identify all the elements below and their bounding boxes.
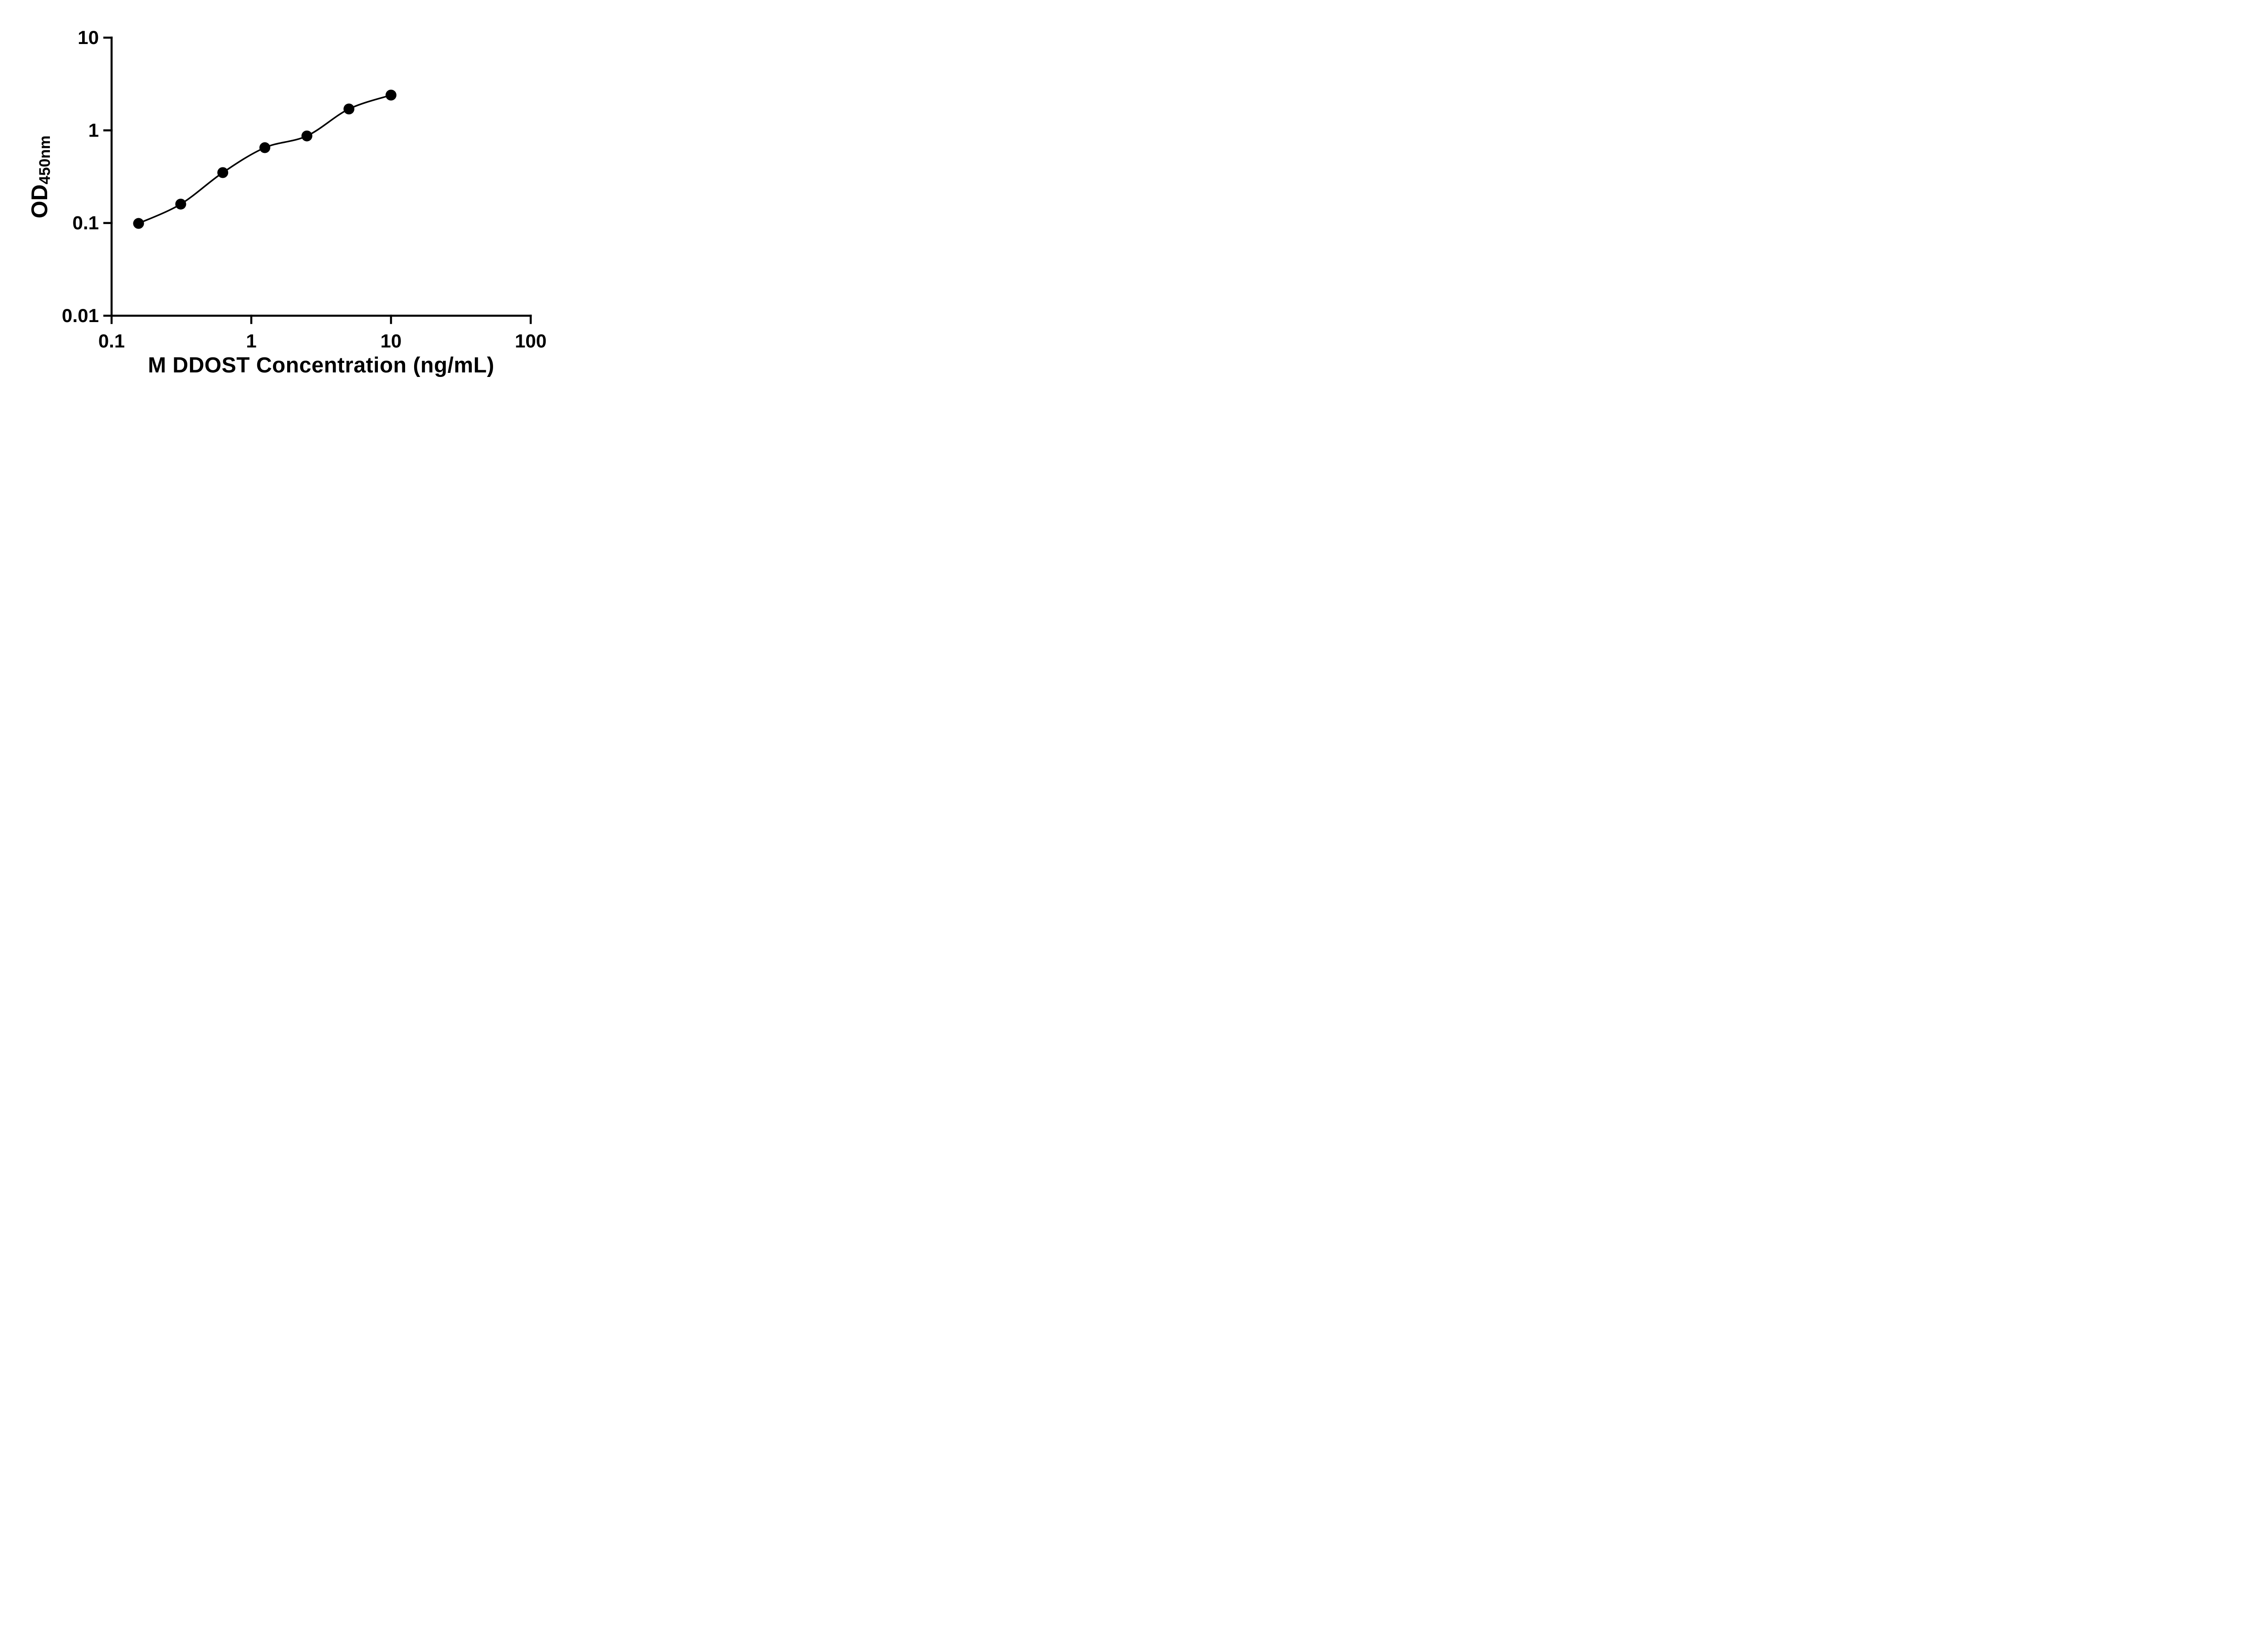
y-axis-title-main: OD bbox=[27, 184, 52, 219]
elisa-standard-curve-figure: 0.1 1 10 100 0.01 0.1 1 10 M DDOST Concentratio… bbox=[0, 0, 583, 408]
x-tick-label: 100 bbox=[515, 330, 547, 352]
x-tick-label: 0.1 bbox=[98, 330, 125, 352]
x-tick-label: 10 bbox=[381, 330, 402, 352]
data-point bbox=[175, 198, 186, 210]
y-axis-title-subscript: 450nm bbox=[36, 135, 54, 185]
data-point bbox=[386, 89, 396, 101]
chart-canvas: 0.1 1 10 100 0.01 0.1 1 10 bbox=[62, 27, 547, 352]
data-point bbox=[259, 142, 270, 153]
data-point bbox=[133, 218, 144, 229]
y-tick-label: 10 bbox=[78, 27, 99, 48]
y-axis-title: OD450nm bbox=[26, 41, 54, 313]
data-point bbox=[343, 103, 355, 115]
y-tick-label: 1 bbox=[88, 119, 99, 141]
y-tick-label: 0.01 bbox=[62, 305, 99, 326]
x-axis-title: M DDOST Concentration (ng/mL) bbox=[148, 353, 494, 377]
data-point bbox=[301, 130, 313, 142]
data-point bbox=[217, 167, 229, 178]
x-tick-label: 1 bbox=[246, 330, 256, 352]
y-tick-label: 0.1 bbox=[73, 212, 99, 234]
